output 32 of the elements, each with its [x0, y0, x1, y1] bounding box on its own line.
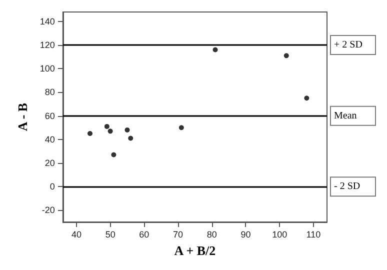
ref-line-label: - 2 SD	[334, 181, 360, 192]
y-tick-label: 140	[40, 16, 55, 26]
point	[178, 125, 184, 130]
y-tick-label: 100	[40, 64, 55, 74]
point	[304, 96, 310, 101]
ref-line-label: + 2 SD	[334, 40, 362, 51]
point	[284, 53, 289, 58]
y-tick-label: 120	[40, 40, 55, 50]
y-tick-label: 40	[44, 134, 55, 144]
x-tick-label: 110	[306, 230, 321, 240]
x-tick-label: 50	[105, 230, 116, 240]
x-tick-label: 40	[71, 230, 82, 240]
y-tick-label: 20	[44, 158, 55, 168]
x-axis-title: A + B/2	[174, 243, 216, 258]
point	[124, 127, 130, 132]
point	[88, 131, 92, 136]
point	[128, 136, 134, 141]
point	[111, 152, 116, 158]
point	[212, 47, 218, 52]
y-tick-label: 0	[50, 182, 55, 192]
x-tick-label: 80	[206, 230, 217, 240]
x-tick-label: 60	[139, 230, 150, 240]
ref-line-label: Mean	[334, 110, 357, 122]
y-tick-label: -20	[42, 205, 55, 216]
y-tick-label: 60	[44, 110, 55, 121]
x-tick-label: 100	[272, 230, 288, 240]
x-tick-label: 90	[240, 230, 251, 240]
x-tick-label: 70	[173, 230, 184, 240]
y-tick-label: 80	[44, 87, 55, 98]
point	[104, 124, 110, 129]
point	[108, 128, 113, 134]
y-axis-title: A - B	[15, 102, 30, 132]
